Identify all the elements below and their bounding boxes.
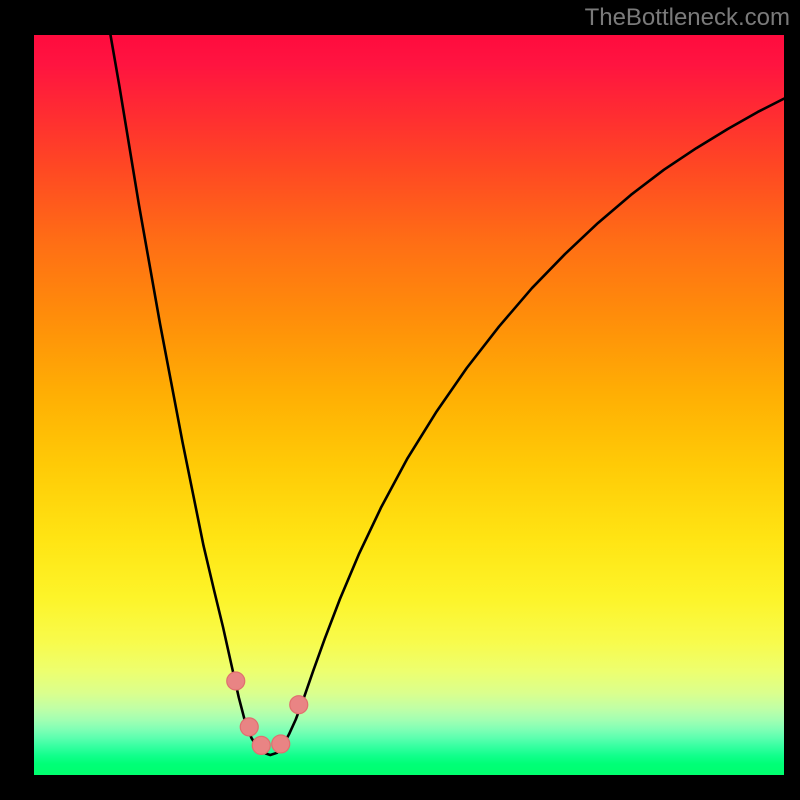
curve-overlay [0, 0, 800, 800]
marker-point [227, 672, 245, 690]
marker-point [290, 696, 308, 714]
watermark: TheBottleneck.com [585, 4, 790, 32]
marker-point [240, 718, 258, 736]
marker-point [252, 736, 270, 754]
bottleneck-curve [111, 35, 785, 755]
chart-stage: TheBottleneck.com [0, 0, 800, 800]
marker-point [272, 735, 290, 753]
